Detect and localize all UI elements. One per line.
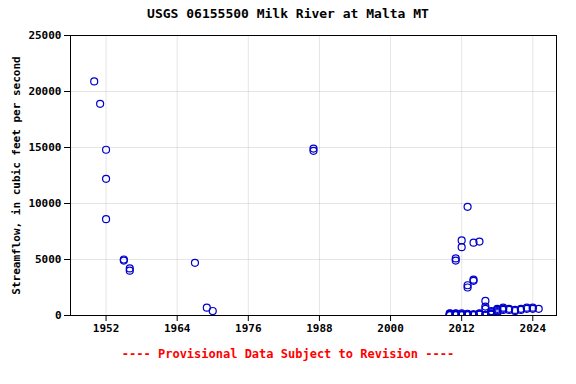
- svg-text:1964: 1964: [164, 322, 191, 335]
- svg-text:Streamflow, in cubic feet per: Streamflow, in cubic feet per second: [10, 56, 23, 294]
- svg-text:10000: 10000: [28, 197, 61, 210]
- svg-text:1952: 1952: [93, 322, 120, 335]
- svg-text:2000: 2000: [377, 322, 404, 335]
- html-text:---- Provisional Data Subject: ---- Provisional Data Subject to Revisio…: [121, 347, 455, 361]
- svg-text:20000: 20000: [28, 85, 61, 98]
- svg-text:25000: 25000: [28, 29, 61, 42]
- html-text:USGS 06155500 Milk River at Ma: USGS 06155500 Milk River at Malta MT: [147, 6, 429, 21]
- svg-text:15000: 15000: [28, 141, 61, 154]
- svg-text:0: 0: [55, 309, 62, 322]
- svg-text:2024: 2024: [520, 322, 547, 335]
- svg-text:2012: 2012: [448, 322, 475, 335]
- svg-text:1976: 1976: [235, 322, 262, 335]
- svg-text:5000: 5000: [35, 253, 62, 266]
- svg-text:1988: 1988: [306, 322, 333, 335]
